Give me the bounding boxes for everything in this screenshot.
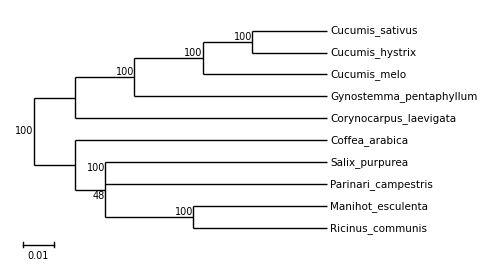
Text: Manihot_esculenta: Manihot_esculenta bbox=[330, 201, 428, 212]
Text: Cucumis_melo: Cucumis_melo bbox=[330, 69, 406, 80]
Text: Cucumis_sativus: Cucumis_sativus bbox=[330, 25, 418, 36]
Text: Parinari_campestris: Parinari_campestris bbox=[330, 179, 433, 190]
Text: 100: 100 bbox=[175, 207, 194, 217]
Text: 100: 100 bbox=[234, 32, 252, 42]
Text: Gynostemma_pentaphyllum: Gynostemma_pentaphyllum bbox=[330, 91, 478, 102]
Text: Cucumis_hystrix: Cucumis_hystrix bbox=[330, 47, 416, 58]
Text: Corynocarpus_laevigata: Corynocarpus_laevigata bbox=[330, 113, 456, 124]
Text: 100: 100 bbox=[116, 67, 134, 77]
Text: 48: 48 bbox=[92, 191, 105, 201]
Text: 0.01: 0.01 bbox=[28, 251, 49, 261]
Text: 100: 100 bbox=[184, 48, 203, 58]
Text: 100: 100 bbox=[15, 126, 34, 136]
Text: 100: 100 bbox=[86, 164, 105, 173]
Text: Ricinus_communis: Ricinus_communis bbox=[330, 223, 428, 234]
Text: Salix_purpurea: Salix_purpurea bbox=[330, 157, 408, 168]
Text: Coffea_arabica: Coffea_arabica bbox=[330, 135, 408, 146]
